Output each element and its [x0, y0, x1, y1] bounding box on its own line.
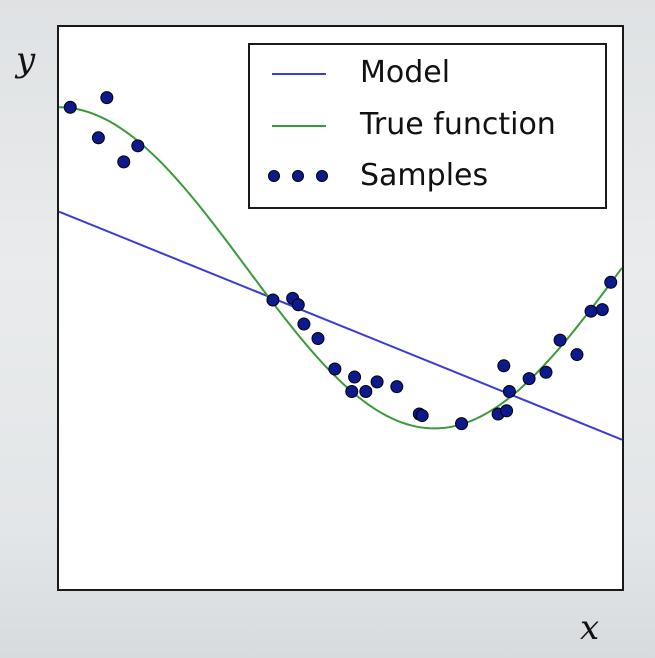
legend-dot: [268, 170, 280, 182]
sample-point: [584, 304, 598, 318]
sample-point: [311, 332, 325, 346]
y-axis-label: y: [16, 40, 36, 80]
sample-point: [390, 380, 404, 394]
sample-point: [455, 417, 469, 431]
legend-item-samples: Samples: [250, 156, 605, 196]
legend-swatch-model: [272, 73, 326, 75]
legend-dot: [316, 170, 328, 182]
sample-point: [502, 384, 516, 398]
sample-point: [553, 333, 567, 347]
legend-swatch-true-function: [272, 125, 326, 127]
sample-point: [604, 275, 618, 289]
sample-point: [100, 91, 114, 105]
legend-label-samples: Samples: [360, 158, 489, 193]
sample-point: [370, 375, 384, 389]
sample-point: [348, 370, 362, 384]
model-line: [59, 210, 622, 441]
sample-point: [345, 384, 359, 398]
legend-label-true-function: True function: [360, 107, 556, 142]
sample-point: [522, 372, 536, 386]
sample-point: [131, 139, 145, 153]
legend-swatch-samples: [268, 170, 332, 184]
sample-point: [500, 404, 514, 418]
sample-point: [415, 409, 429, 423]
legend-item-model: Model: [250, 53, 605, 93]
sample-point: [91, 131, 105, 145]
sample-point: [497, 359, 511, 373]
legend-label-model: Model: [360, 55, 451, 90]
sample-point: [297, 317, 311, 331]
legend-dot: [292, 170, 304, 182]
sample-point: [570, 348, 584, 362]
x-axis-label: x: [580, 608, 600, 648]
sample-point: [291, 298, 305, 312]
legend: Model True function Samples: [248, 43, 607, 209]
sample-point: [359, 384, 373, 398]
legend-item-true-function: True function: [250, 105, 605, 145]
sample-point: [595, 303, 609, 317]
sample-point: [63, 100, 77, 114]
sample-point: [539, 365, 553, 379]
chart-svg: [59, 91, 622, 441]
sample-point: [328, 362, 342, 376]
sample-point: [117, 155, 131, 169]
sample-point: [266, 293, 280, 307]
